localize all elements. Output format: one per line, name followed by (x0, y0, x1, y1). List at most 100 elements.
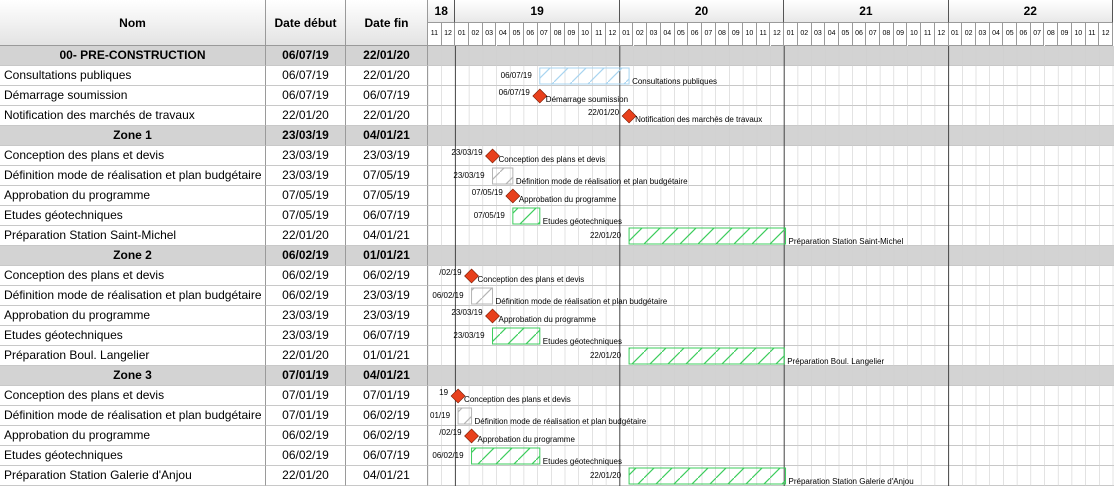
column-header-name[interactable]: Nom (0, 0, 266, 46)
task-name[interactable]: Approbation du programme (0, 426, 266, 446)
task-start-date[interactable]: 22/01/20 (266, 226, 346, 246)
task-end-date[interactable]: 22/01/20 (346, 46, 428, 66)
task-name[interactable]: Définition mode de réalisation et plan b… (0, 166, 266, 186)
milestone-marker[interactable] (621, 108, 637, 124)
task-start-date[interactable]: 22/01/20 (266, 106, 346, 126)
task-row[interactable]: Préparation Boul. Langelier 22/01/20 01/01… (0, 346, 1114, 366)
task-name[interactable]: Conception des plans et devis (0, 146, 266, 166)
task-row[interactable]: Etudes géotechniques 06/02/19 06/07/19 (0, 446, 1114, 466)
task-end-date[interactable]: 04/01/21 (346, 226, 428, 246)
task-name[interactable]: Zone 1 (0, 126, 266, 146)
milestone-marker[interactable] (450, 388, 466, 404)
task-start-date[interactable]: 07/05/19 (266, 186, 346, 206)
task-name[interactable]: Etudes géotechniques (0, 206, 266, 226)
task-start-date[interactable]: 07/05/19 (266, 206, 346, 226)
column-header-start[interactable]: Date début (266, 0, 346, 46)
task-name[interactable]: Zone 3 (0, 366, 266, 386)
task-end-date[interactable]: 07/05/19 (346, 186, 428, 206)
summary-row[interactable]: 00- PRE-CONSTRUCTION 06/07/19 22/01/20 (0, 46, 1114, 66)
task-start-date[interactable]: 06/07/19 (266, 66, 346, 86)
task-end-date[interactable]: 04/01/21 (346, 366, 428, 386)
task-start-date[interactable]: 07/01/19 (266, 406, 346, 426)
task-row[interactable]: Consultations publiques 06/07/19 22/01/20 (0, 66, 1114, 86)
task-start-date[interactable]: 23/03/19 (266, 146, 346, 166)
task-start-date[interactable]: 07/01/19 (266, 366, 346, 386)
task-start-date[interactable]: 23/03/19 (266, 306, 346, 326)
task-row[interactable]: Approbation du programme 23/03/19 23/03/19 (0, 306, 1114, 326)
milestone-marker[interactable] (485, 308, 500, 324)
task-name[interactable]: Zone 2 (0, 246, 266, 266)
task-start-date[interactable]: 06/02/19 (266, 266, 346, 286)
task-bar[interactable] (628, 227, 787, 245)
task-row[interactable]: Etudes géotechniques 07/05/19 06/07/19 (0, 206, 1114, 226)
task-end-date[interactable]: 23/03/19 (346, 286, 428, 306)
task-start-date[interactable]: 06/07/19 (266, 46, 346, 66)
task-end-date[interactable]: 22/01/20 (346, 66, 428, 86)
task-end-date[interactable]: 22/01/20 (346, 106, 428, 126)
task-row[interactable]: Approbation du programme 07/05/19 07/05/19 (0, 186, 1114, 206)
task-end-date[interactable]: 06/07/19 (346, 206, 428, 226)
task-start-date[interactable]: 06/02/19 (266, 446, 346, 466)
task-end-date[interactable]: 06/02/19 (346, 426, 428, 446)
milestone-marker[interactable] (485, 148, 500, 164)
task-bar[interactable] (492, 167, 514, 185)
task-bar[interactable] (539, 67, 630, 85)
task-end-date[interactable]: 01/01/21 (346, 346, 428, 366)
task-name[interactable]: Consultations publiques (0, 66, 266, 86)
task-end-date[interactable]: 04/01/21 (346, 466, 428, 486)
task-name[interactable]: Etudes géotechniques (0, 326, 266, 346)
task-row[interactable]: Préparation Station Galerie d'Anjou 22/01… (0, 466, 1114, 486)
task-name[interactable]: 00- PRE-CONSTRUCTION (0, 46, 266, 66)
task-row[interactable]: Etudes géotechniques 23/03/19 06/07/19 (0, 326, 1114, 346)
task-name[interactable]: Approbation du programme (0, 186, 266, 206)
summary-row[interactable]: Zone 1 23/03/19 04/01/21 (0, 126, 1114, 146)
task-end-date[interactable]: 06/07/19 (346, 326, 428, 346)
task-end-date[interactable]: 07/05/19 (346, 166, 428, 186)
task-name[interactable]: Préparation Boul. Langelier (0, 346, 266, 366)
task-start-date[interactable]: 22/01/20 (266, 466, 346, 486)
task-start-date[interactable]: 23/03/19 (266, 326, 346, 346)
task-name[interactable]: Définition mode de réalisation et plan b… (0, 286, 266, 306)
task-row[interactable]: Définition mode de réalisation et plan b… (0, 166, 1114, 186)
task-start-date[interactable]: 23/03/19 (266, 126, 346, 146)
task-row[interactable]: Démarrage soumission 06/07/19 06/07/19 (0, 86, 1114, 106)
task-name[interactable]: Conception des plans et devis (0, 386, 266, 406)
task-start-date[interactable]: 22/01/20 (266, 346, 346, 366)
task-bar[interactable] (512, 207, 541, 225)
task-row[interactable]: Conception des plans et devis 07/01/19 07/… (0, 386, 1114, 406)
milestone-marker[interactable] (464, 268, 479, 284)
task-start-date[interactable]: 07/01/19 (266, 386, 346, 406)
column-header-end[interactable]: Date fin (346, 0, 428, 46)
milestone-marker[interactable] (464, 428, 479, 444)
task-end-date[interactable]: 23/03/19 (346, 146, 428, 166)
task-row[interactable]: Préparation Station Saint-Michel 22/01/20… (0, 226, 1114, 246)
task-bar[interactable] (471, 447, 541, 465)
task-end-date[interactable]: 06/02/19 (346, 406, 428, 426)
task-start-date[interactable]: 06/02/19 (266, 286, 346, 306)
milestone-marker[interactable] (532, 88, 548, 104)
task-end-date[interactable]: 06/07/19 (346, 86, 428, 106)
task-end-date[interactable]: 06/07/19 (346, 446, 428, 466)
summary-row[interactable]: Zone 3 07/01/19 04/01/21 (0, 366, 1114, 386)
task-row[interactable]: Définition mode de réalisation et plan b… (0, 286, 1114, 306)
task-name[interactable]: Conception des plans et devis (0, 266, 266, 286)
task-bar[interactable] (471, 287, 494, 305)
task-end-date[interactable]: 06/02/19 (346, 266, 428, 286)
task-bar[interactable] (628, 467, 787, 485)
task-end-date[interactable]: 01/01/21 (346, 246, 428, 266)
task-bar[interactable] (492, 327, 541, 345)
task-end-date[interactable]: 07/01/19 (346, 386, 428, 406)
task-start-date[interactable]: 06/02/19 (266, 426, 346, 446)
task-bar[interactable] (628, 347, 785, 365)
task-end-date[interactable]: 23/03/19 (346, 306, 428, 326)
task-name[interactable]: Notification des marchés de travaux (0, 106, 266, 126)
task-row[interactable]: Définition mode de réalisation et plan b… (0, 406, 1114, 426)
task-name[interactable]: Préparation Station Galerie d'Anjou (0, 466, 266, 486)
task-start-date[interactable]: 23/03/19 (266, 166, 346, 186)
task-row[interactable]: Conception des plans et devis 23/03/19 23/… (0, 146, 1114, 166)
task-start-date[interactable]: 06/02/19 (266, 246, 346, 266)
task-name[interactable]: Approbation du programme (0, 306, 266, 326)
summary-row[interactable]: Zone 2 06/02/19 01/01/21 (0, 246, 1114, 266)
task-row[interactable]: Notification des marchés de travaux 22/01… (0, 106, 1114, 126)
milestone-marker[interactable] (505, 188, 521, 204)
